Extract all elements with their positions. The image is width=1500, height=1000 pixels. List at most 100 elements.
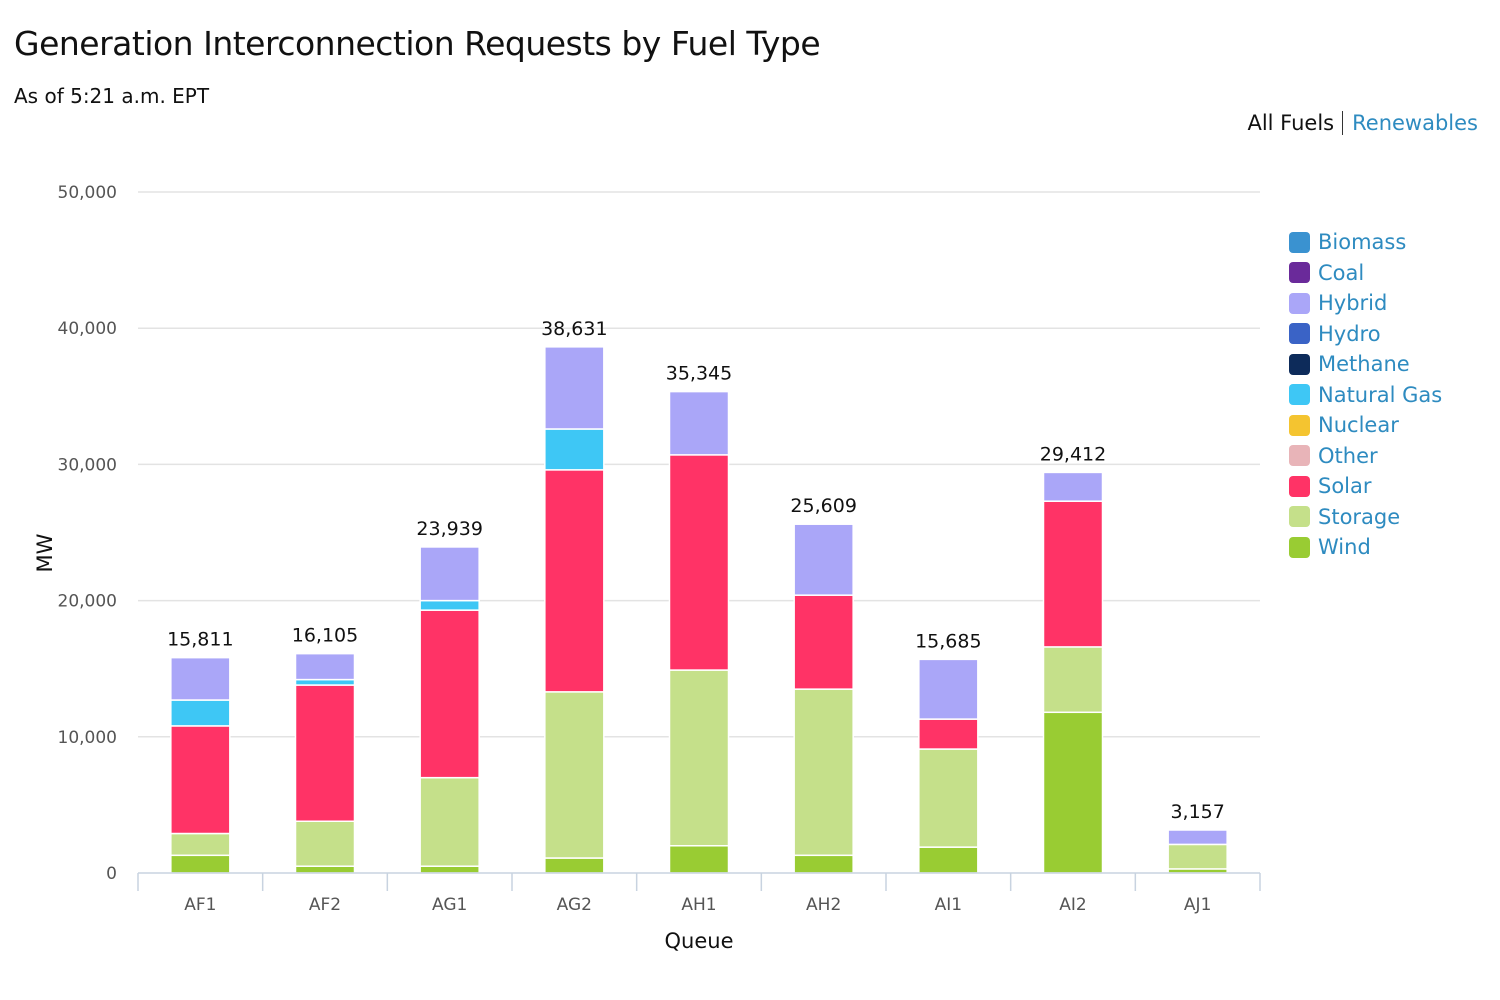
x-tick-label: AH2 (806, 895, 841, 915)
legend-item-coal[interactable]: Coal (1289, 258, 1442, 289)
chart-legend: Biomass Coal Hybrid Hydro Methane Natural Gas… (1289, 227, 1442, 563)
x-tick-label: AG1 (432, 895, 467, 915)
legend-swatch (1289, 384, 1310, 406)
bar-segment-wind[interactable] (918, 846, 979, 874)
bar-stack-aj1[interactable] (1167, 829, 1228, 874)
bar-segment-natural-gas[interactable] (294, 678, 356, 686)
legend-swatch (1289, 292, 1310, 314)
x-tick-label: AJ1 (1184, 895, 1211, 915)
bar-segment-hybrid[interactable] (793, 523, 854, 596)
x-axis (137, 872, 1261, 891)
all-fuels-option[interactable]: All Fuels (1247, 111, 1344, 135)
y-tick-label: 40,000 (58, 319, 117, 339)
bar-segment-hybrid[interactable] (1042, 471, 1104, 502)
bar-segment-solar[interactable] (1042, 500, 1104, 648)
legend-item-nuclear[interactable]: Nuclear (1289, 410, 1442, 441)
bar-segment-wind[interactable] (294, 865, 356, 874)
renewables-option[interactable]: Renewables (1352, 111, 1478, 135)
bar-total-label: 15,811 (167, 629, 233, 651)
bar-stack-af1[interactable] (170, 656, 231, 874)
y-tick-label: 50,000 (58, 183, 117, 203)
legend-item-storage[interactable]: Storage (1289, 502, 1442, 533)
bar-stack-ah2[interactable] (793, 523, 854, 874)
bar-segment-storage[interactable] (294, 820, 356, 867)
bar-segment-storage[interactable] (419, 776, 480, 867)
bar-total-label: 15,685 (915, 630, 981, 652)
legend-swatch (1289, 536, 1310, 558)
bar-total-label: 25,609 (790, 495, 856, 517)
y-tick-label: 10,000 (58, 728, 117, 748)
x-tick-label: AF2 (309, 895, 341, 915)
legend-swatch (1289, 414, 1310, 436)
legend-swatch (1289, 262, 1310, 284)
bar-segment-storage[interactable] (668, 669, 730, 847)
legend-label: Methane (1318, 352, 1410, 377)
bar-segment-hybrid[interactable] (419, 546, 480, 602)
bar-segment-storage[interactable] (170, 832, 231, 857)
bar-segment-storage[interactable] (1167, 843, 1228, 870)
bar-segment-solar[interactable] (419, 609, 480, 779)
bar-segment-wind[interactable] (668, 845, 730, 874)
legend-label: Other (1318, 443, 1378, 468)
bar-segment-solar[interactable] (544, 469, 605, 693)
legend-item-hybrid[interactable]: Hybrid (1289, 288, 1442, 319)
bar-segment-natural-gas[interactable] (544, 428, 605, 471)
bar-segment-hybrid[interactable] (668, 390, 730, 456)
bar-segment-wind[interactable] (170, 854, 231, 874)
legend-label: Storage (1318, 504, 1401, 529)
legend-item-other[interactable]: Other (1289, 441, 1442, 472)
fuel-filter-toggle: All Fuels Renewables (1247, 104, 1478, 142)
bar-segment-solar[interactable] (294, 684, 356, 822)
chart-subtitle: As of 5:21 a.m. EPT (14, 84, 210, 108)
bar-segment-wind[interactable] (544, 857, 605, 874)
bar-stack-ah1[interactable] (668, 390, 730, 874)
bar-total-label: 35,345 (666, 363, 732, 385)
legend-swatch (1289, 475, 1310, 497)
bar-segment-hybrid[interactable] (1167, 829, 1228, 846)
x-axis-ticks: AF1 AF2 AG1 AG2 AH1 AH2 AI1 AI2 AJ1 (184, 895, 1211, 915)
bar-segment-storage[interactable] (1042, 646, 1104, 714)
bar-segment-storage[interactable] (793, 688, 854, 857)
bar-segment-storage[interactable] (544, 691, 605, 859)
legend-item-hydro[interactable]: Hydro (1289, 319, 1442, 350)
bar-segment-wind[interactable] (419, 865, 480, 874)
x-tick-label: AI2 (1059, 895, 1086, 915)
bar-stack-af2[interactable] (294, 652, 356, 874)
legend-item-biomass[interactable]: Biomass (1289, 227, 1442, 258)
bar-segment-hybrid[interactable] (918, 658, 979, 720)
total-labels: 15,811 16,105 23,939 38,631 35,345 25,609 15,6… (167, 318, 1225, 823)
bar-segment-wind[interactable] (793, 854, 854, 874)
bar-stack-ai1[interactable] (918, 658, 979, 874)
bar-segment-hybrid[interactable] (544, 346, 605, 430)
legend-swatch (1289, 445, 1310, 467)
bar-segment-wind[interactable] (1042, 711, 1104, 874)
bar-total-label: 23,939 (416, 518, 482, 540)
bar-stack-ai2[interactable] (1042, 471, 1104, 874)
bar-segment-solar[interactable] (668, 454, 730, 671)
bar-segment-hybrid[interactable] (294, 652, 356, 681)
bar-segment-solar[interactable] (793, 594, 854, 690)
bar-segment-natural-gas[interactable] (419, 599, 480, 611)
legend-item-wind[interactable]: Wind (1289, 532, 1442, 563)
bar-segment-hybrid[interactable] (170, 656, 231, 701)
legend-label: Wind (1318, 535, 1371, 560)
y-tick-label: 20,000 (58, 592, 117, 612)
legend-item-methane[interactable]: Methane (1289, 349, 1442, 380)
bar-segment-natural-gas[interactable] (170, 699, 231, 727)
x-tick-label: AF1 (184, 895, 216, 915)
x-axis-title: Queue (665, 929, 734, 953)
bar-stack-ag1[interactable] (419, 546, 480, 874)
x-tick-label: AI1 (935, 895, 962, 915)
bar-segment-storage[interactable] (918, 748, 979, 848)
bar-segment-solar[interactable] (170, 725, 231, 835)
legend-label: Natural Gas (1318, 382, 1443, 407)
y-axis-ticks: 0 10,000 20,000 30,000 40,000 50,000 (58, 183, 117, 884)
bar-stack-ag2[interactable] (544, 346, 605, 874)
legend-item-natural-gas[interactable]: Natural Gas (1289, 380, 1442, 411)
legend-swatch (1289, 353, 1310, 375)
bar-segment-solar[interactable] (918, 718, 979, 750)
bar-total-label: 16,105 (292, 625, 358, 647)
legend-item-solar[interactable]: Solar (1289, 471, 1442, 502)
x-tick-label: AH1 (681, 895, 716, 915)
